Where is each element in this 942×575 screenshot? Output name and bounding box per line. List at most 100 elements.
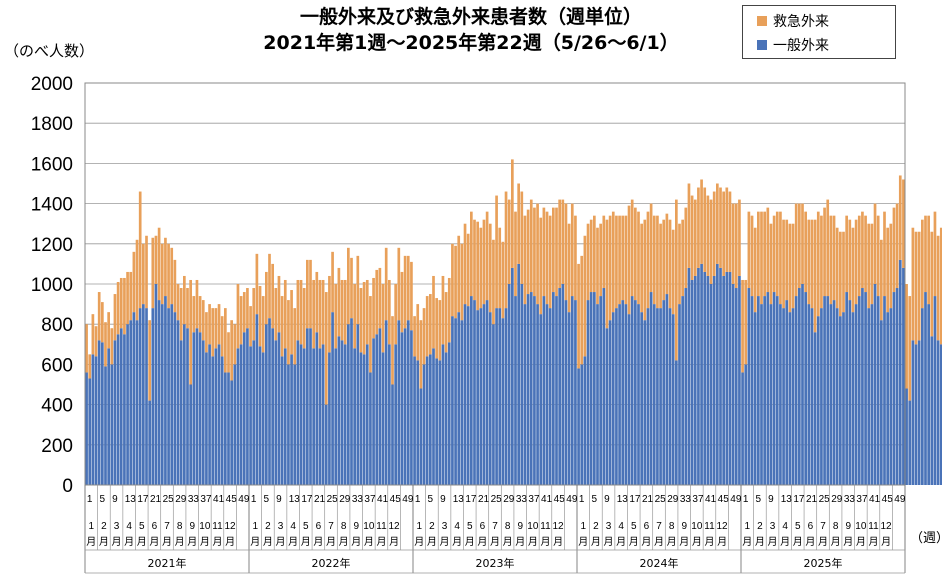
bar-general [832,300,836,485]
bar-emergency [104,322,107,367]
month-label-unit: 月 [351,536,361,548]
week-tick-label: 17 [793,494,805,505]
month-label-unit: 月 [162,536,172,548]
month-label-number: 9 [353,521,359,532]
week-tick-label: 29 [667,494,679,505]
month-label-unit: 月 [704,536,714,548]
month-label-unit: 月 [149,536,159,548]
bar-general [813,332,817,485]
bar-general [463,304,467,485]
bar-emergency [810,219,814,309]
bar-general [842,312,845,485]
bar-emergency [886,227,889,313]
bar-general [933,296,937,485]
bar-general [908,400,912,485]
month-label-number: 5 [467,521,473,532]
bar-general [296,340,300,485]
bar-emergency [678,223,681,305]
y-tick-label: 0 [62,476,73,497]
bar-emergency [880,239,883,321]
bar-emergency [820,215,823,309]
bar-general [208,344,211,485]
bar-emergency [309,259,312,329]
month-label-number: 5 [139,521,145,532]
bar-emergency [914,231,918,345]
month-label-unit: 月 [793,536,803,548]
month-label-number: 1 [745,521,751,532]
bar-general [214,348,218,485]
month-label-unit: 月 [376,536,386,548]
bar-general [482,304,486,485]
bar-general [359,352,363,485]
week-tick-label: 45 [718,494,730,505]
month-label-number: 10 [527,521,539,532]
bar-emergency [271,263,274,329]
month-label-unit: 月 [301,536,311,548]
bar-general [861,288,864,485]
bar-emergency [337,267,341,337]
week-tick-label: 29 [831,494,843,505]
bar-general [119,328,123,485]
bar-emergency [192,296,196,333]
month-label-number: 8 [833,521,839,532]
bar-emergency [703,187,707,272]
bar-emergency [302,288,306,349]
bar-emergency [287,300,290,365]
bar-general [857,296,861,485]
chart-title-line-1: 一般外来及び救急外来患者数（週単位） [299,6,642,28]
bar-emergency [246,288,249,329]
y-tick-label: 200 [41,436,73,457]
month-label-number: 4 [290,521,296,532]
bar-general [242,332,246,485]
week-tick-label: 13 [453,494,465,505]
bar-general [921,308,924,485]
bar-emergency [306,259,309,329]
week-tick-label: 13 [617,494,629,505]
month-label-number: 9 [681,521,687,532]
month-label-number: 7 [492,521,498,532]
bar-general [583,356,587,485]
bar-emergency [627,205,631,315]
bar-general [419,388,423,485]
bar-general [747,288,751,485]
month-label-number: 2 [757,521,763,532]
bar-general [101,342,104,485]
month-label-unit: 月 [515,536,525,548]
bar-general [176,320,180,485]
bar-general [775,296,779,485]
bar-general [646,308,650,485]
bar-emergency [542,207,546,297]
bar-general [741,372,744,485]
month-label-number: 12 [881,521,893,532]
month-label-unit: 月 [818,536,828,548]
bar-emergency [492,239,495,325]
month-label-number: 9 [517,521,523,532]
week-tick-label: 17 [465,494,477,505]
bar-general [804,292,807,485]
bar-general [343,344,347,485]
week-tick-label: 45 [226,494,238,505]
week-tick-label: 25 [491,494,503,505]
week-tick-label: 37 [692,494,704,505]
bar-emergency [763,211,766,297]
legend-label-general: 一般外来 [773,38,829,54]
y-tick-label: 400 [41,396,73,417]
bar-emergency [406,255,410,321]
month-label-unit: 月 [805,536,815,548]
y-tick-label: 600 [41,355,73,376]
year-label: 2024年 [640,556,679,570]
bar-emergency [747,211,751,289]
bar-general [148,400,151,485]
month-label-number: 8 [505,521,511,532]
bar-general [577,368,580,485]
month-label-number: 11 [376,521,387,532]
bar-emergency [189,279,192,385]
week-tick-label: 17 [629,494,641,505]
bar-general [233,364,237,485]
bar-emergency [164,237,167,297]
bar-emergency [454,245,457,319]
bar-emergency [605,219,609,329]
bar-emergency [274,288,278,341]
bar-emergency [624,215,628,305]
bar-emergency [514,211,517,297]
